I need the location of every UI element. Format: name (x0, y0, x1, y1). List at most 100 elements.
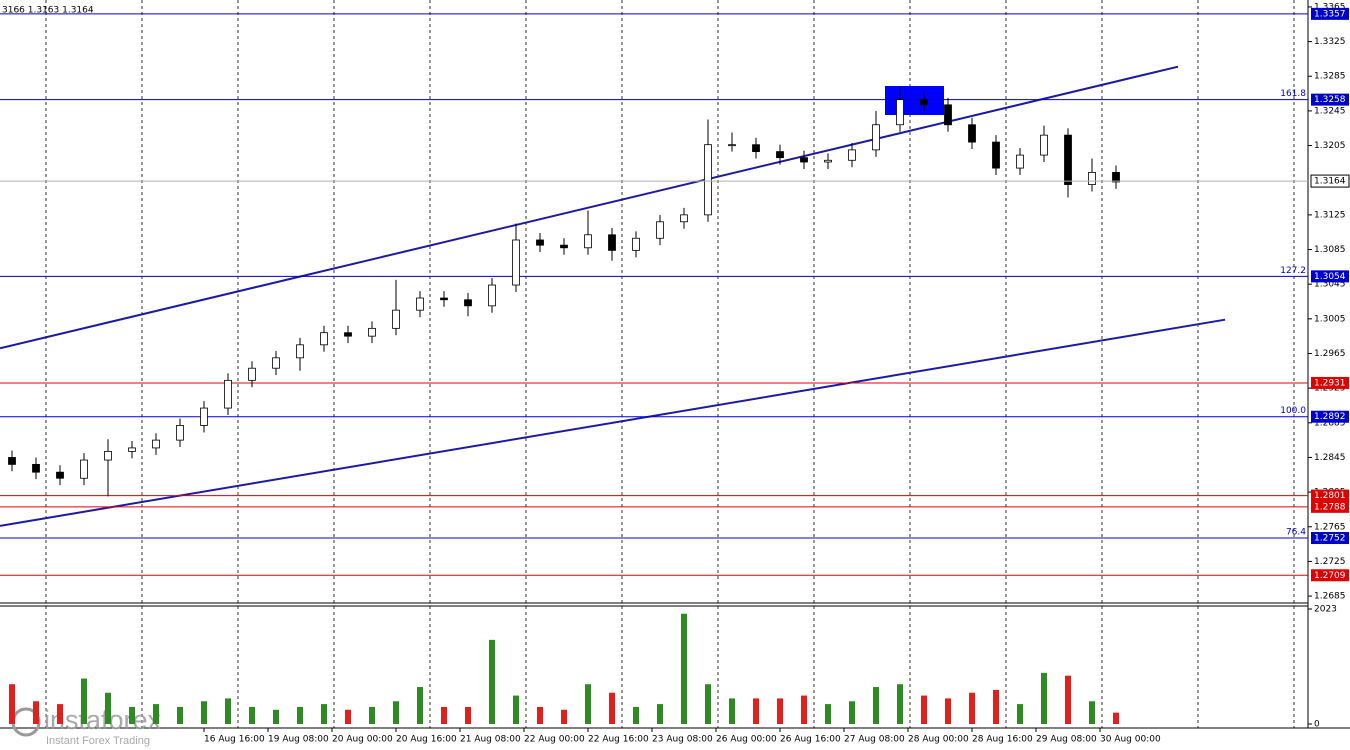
volume-tick-label: 2023 (1314, 605, 1337, 615)
candle-body (296, 344, 304, 359)
candle-body (728, 144, 736, 147)
watermark-brand: instaforex (44, 705, 162, 735)
level-badge (1311, 93, 1349, 106)
y-tick-label: 1.3285 (1314, 72, 1346, 82)
volume-bar (129, 706, 135, 724)
chart-title: 3166 1.3163 1.3164 (2, 6, 94, 16)
volume-bar (273, 709, 279, 724)
candle-body (1040, 134, 1048, 156)
y-tick-label: 1.3205 (1314, 141, 1346, 151)
volume-bar (945, 698, 951, 724)
current-price-label: 1.3164 (1314, 177, 1346, 187)
volume-bar (417, 687, 423, 724)
candle-body (512, 239, 520, 286)
candle-body (56, 471, 64, 479)
level-label: 1.2931 (1314, 378, 1346, 388)
x-tick-label: 30 Aug 00:00 (1100, 735, 1161, 745)
y-tick-label: 1.2845 (1314, 453, 1346, 463)
volume-bar (609, 692, 615, 724)
level-badge (1311, 489, 1349, 502)
x-tick-label: 29 Aug 08:00 (1036, 735, 1097, 745)
candle-body (272, 357, 280, 369)
level-label: 1.3258 (1314, 95, 1346, 105)
candle-body (104, 450, 112, 461)
y-tick-label: 1.2725 (1314, 557, 1346, 567)
x-tick-label: 19 Aug 08:00 (268, 735, 329, 745)
volume-bar (225, 698, 231, 724)
volume-bar (657, 704, 663, 724)
volume-bar (753, 698, 759, 724)
volume-bar (177, 706, 183, 724)
candle-body (128, 447, 136, 452)
candle-body (1016, 154, 1024, 169)
volume-bar (321, 704, 327, 724)
volume-bar (681, 613, 687, 724)
volume-bar (249, 706, 255, 724)
volume-bar (633, 706, 639, 724)
volume-bar (441, 706, 447, 724)
level-label: 1.2892 (1314, 412, 1346, 422)
volume-bar (81, 678, 87, 724)
candle-body (536, 239, 544, 246)
volume-bar (993, 689, 999, 724)
candle-body (344, 332, 352, 337)
level-label: 1.2709 (1314, 571, 1346, 581)
volume-bar (825, 704, 831, 724)
candle-body (464, 299, 472, 307)
x-tick-label: 20 Aug 16:00 (396, 735, 457, 745)
candle-body (80, 459, 88, 479)
volume-bar (801, 695, 807, 724)
level-label: 1.3054 (1314, 272, 1346, 282)
candle-body (1064, 134, 1072, 185)
volume-bar (969, 692, 975, 724)
fib-label: 76.4 (1286, 528, 1306, 538)
volume-bar (849, 701, 855, 724)
volume-bar (465, 706, 471, 724)
volume-bar (585, 684, 591, 724)
candle-body (320, 332, 328, 346)
volume-bar (513, 695, 519, 724)
volume-bar (921, 695, 927, 724)
highlight-box (885, 86, 944, 115)
candle-body (368, 327, 376, 337)
candle-body (704, 144, 712, 216)
volume-bar (705, 684, 711, 724)
y-tick-label: 1.2965 (1314, 349, 1346, 359)
candle-body (488, 284, 496, 307)
level-badge (1311, 7, 1349, 20)
level-label: 1.2801 (1314, 491, 1346, 501)
candle-body (680, 214, 688, 223)
candle-body (584, 234, 592, 249)
level-badge (1311, 376, 1349, 389)
candle-body (896, 99, 904, 126)
candle-body (824, 159, 832, 163)
volume-bar (345, 709, 351, 724)
volume-bar (1065, 675, 1071, 724)
candle-body (560, 244, 568, 249)
y-tick-label: 1.2765 (1314, 522, 1346, 532)
candle-body (8, 457, 16, 465)
candle-body (176, 424, 184, 441)
level-label: 1.3357 (1314, 9, 1346, 19)
volume-bar (873, 687, 879, 724)
candle-body (872, 124, 880, 151)
candle-body (800, 157, 808, 163)
vertical-grid (45, 0, 1295, 728)
level-badge (1311, 532, 1349, 545)
candle-body (632, 237, 640, 251)
volume-tick-label: 0 (1314, 720, 1320, 730)
candle-body (752, 144, 760, 153)
candle-body (1112, 172, 1120, 183)
y-tick-label: 1.3085 (1314, 245, 1346, 255)
candle-body (152, 439, 160, 449)
level-badge (1311, 410, 1349, 423)
candle-body (776, 151, 784, 159)
y-tick-label: 1.2885 (1314, 418, 1346, 428)
y-tick-label: 1.3125 (1314, 210, 1346, 220)
level-label: 1.2788 (1314, 502, 1346, 512)
volume-bar (1017, 704, 1023, 724)
x-tick-label: 21 Aug 08:00 (460, 735, 521, 745)
x-tick-label: 22 Aug 16:00 (588, 735, 649, 745)
y-tick-label: 1.3325 (1314, 37, 1346, 47)
